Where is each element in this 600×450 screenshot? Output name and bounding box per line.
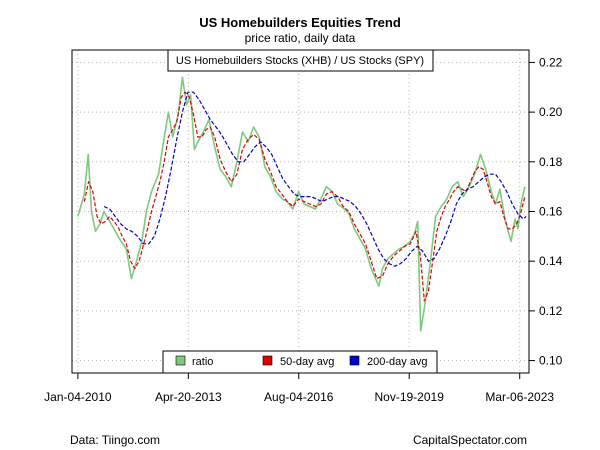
x-axis: Jan-04-2010 Apr-20-2013 Aug-04-2016 Nov-19-…: [44, 373, 554, 404]
x-tick-label: Apr-20-2013: [155, 390, 222, 404]
y-tick-label: 0.10: [539, 354, 563, 368]
legend-frame: [162, 350, 438, 374]
series-label-box: US Homebuilders Stocks (XHB) / US Stocks…: [167, 49, 434, 72]
grid: [72, 50, 529, 373]
y-tick-label: 0.22: [539, 55, 563, 69]
chart-title: US Homebuilders Equities Trend: [199, 15, 401, 30]
site-credit: CapitalSpectator.com: [413, 433, 527, 447]
legend-swatch-50-day: [262, 355, 273, 366]
y-tick-label: 0.16: [539, 205, 563, 219]
legend-swatch-200-day: [349, 355, 360, 366]
y-tick-label: 0.12: [539, 304, 563, 318]
legend: ratio 50-day avg 200-day avg: [162, 350, 438, 374]
legend-label-200-day: 200-day avg: [367, 356, 428, 368]
legend-label-50-day: 50-day avg: [280, 356, 334, 368]
x-tick-label: Mar-06-2023: [485, 390, 554, 404]
series-line-ratio: [77, 76, 526, 332]
series-lines: [77, 76, 527, 332]
series-line-200-day-avg: [103, 91, 527, 267]
y-axis: 0.10 0.12 0.14 0.16 0.18 0.20 0.22: [529, 55, 563, 368]
chart-subtitle: price ratio, daily data: [245, 31, 356, 45]
series-label-frame: [167, 49, 434, 72]
x-tick-label: Nov-19-2019: [375, 390, 445, 404]
x-tick-label: Aug-04-2016: [264, 390, 334, 404]
x-tick-label: Jan-04-2010: [44, 390, 112, 404]
y-tick-label: 0.18: [539, 155, 563, 169]
legend-swatch-ratio: [175, 355, 186, 366]
series-label: US Homebuilders Stocks (XHB) / US Stocks…: [176, 55, 424, 67]
data-source: Data: Tiingo.com: [70, 433, 160, 447]
y-tick-label: 0.20: [539, 105, 563, 119]
y-tick-label: 0.14: [539, 254, 563, 268]
legend-label-ratio: ratio: [192, 356, 213, 368]
